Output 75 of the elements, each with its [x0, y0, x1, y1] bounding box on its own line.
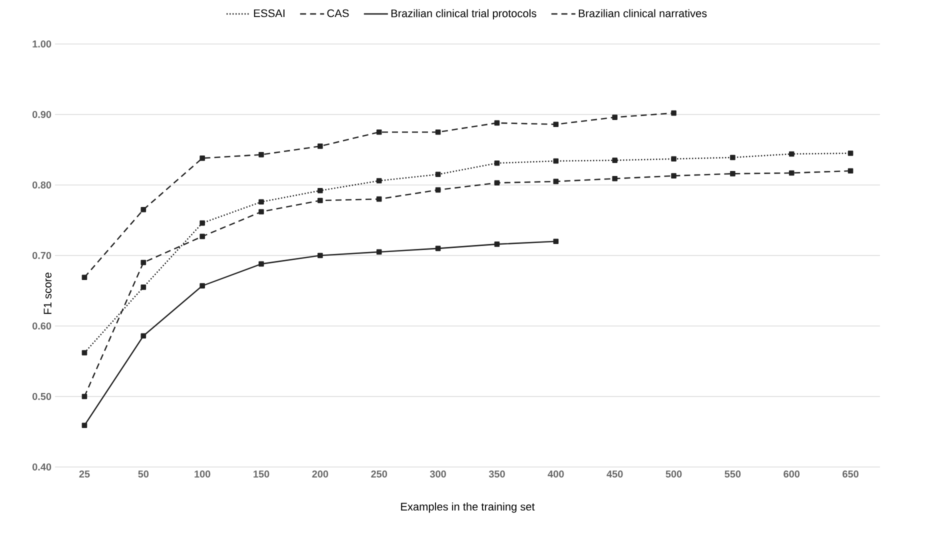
y-tick-label: 0.70: [32, 252, 52, 260]
point: [671, 156, 676, 162]
y-tick-label: 0.90: [32, 110, 52, 118]
point: [435, 129, 441, 135]
point: [82, 274, 88, 280]
point: [730, 171, 736, 176]
point: [376, 196, 382, 202]
point: [612, 176, 618, 182]
x-tick-label: 650: [842, 470, 858, 478]
point: [788, 151, 794, 157]
point: [318, 252, 323, 258]
point: [200, 220, 205, 226]
point: [258, 152, 264, 158]
point: [553, 238, 559, 244]
point: [82, 422, 88, 428]
point: [730, 154, 736, 160]
y-tick-label: 0.80: [32, 181, 52, 189]
point: [200, 156, 205, 161]
x-tick-label: 400: [548, 470, 564, 478]
x-tick-label: 250: [371, 470, 388, 478]
point: [376, 178, 382, 184]
point: [376, 249, 382, 255]
point: [435, 172, 441, 178]
point: [553, 158, 559, 164]
x-tick-label: 600: [784, 470, 800, 478]
point: [435, 187, 441, 193]
point: [140, 333, 146, 339]
x-axis-title: Examples in the training set: [401, 502, 535, 513]
point: [494, 242, 500, 247]
x-tick-label: 350: [488, 470, 505, 478]
x-tick-label: 150: [254, 470, 270, 478]
point: [553, 178, 559, 184]
point: [140, 207, 146, 212]
point: [494, 160, 500, 166]
y-tick-label: 0.40: [32, 463, 52, 471]
y-tick-label: 0.50: [32, 392, 52, 400]
point: [200, 283, 205, 288]
point: [435, 246, 441, 252]
point: [258, 261, 264, 267]
point: [140, 260, 146, 266]
legend-label: Brazilian clinical trial protocols: [391, 9, 536, 20]
x-tick-label: 50: [138, 470, 149, 478]
point: [671, 173, 676, 178]
y-tick-label: 0.60: [32, 322, 52, 330]
legend-label: Brazilian clinical narratives: [578, 9, 707, 18]
point: [376, 129, 382, 135]
y-tick-label: 1.00: [32, 40, 52, 48]
point: [258, 209, 264, 214]
x-tick-label: 450: [606, 470, 623, 478]
point: [318, 144, 323, 149]
point: [318, 188, 323, 194]
point: [494, 180, 500, 186]
point: [848, 168, 854, 174]
point: [494, 120, 500, 126]
point: [553, 122, 559, 128]
point: [612, 114, 618, 120]
x-tick-label: 300: [430, 470, 446, 478]
x-tick-label: 200: [312, 470, 328, 478]
x-tick-label: 500: [666, 470, 682, 478]
legend-label: ESSAI: [254, 9, 284, 18]
point: [258, 199, 264, 205]
x-tick-label: 100: [194, 470, 210, 478]
point: [671, 110, 676, 116]
point: [848, 150, 854, 156]
legend-label: CAS: [327, 9, 349, 18]
point: [140, 284, 146, 290]
x-tick-label: 25: [79, 470, 90, 478]
y-axis-title: F1 score: [44, 272, 52, 314]
point: [788, 170, 794, 176]
x-tick-label: 550: [724, 470, 741, 478]
point: [318, 198, 323, 204]
point: [200, 234, 205, 240]
point: [82, 394, 88, 400]
point: [612, 158, 618, 163]
point: [82, 350, 88, 356]
